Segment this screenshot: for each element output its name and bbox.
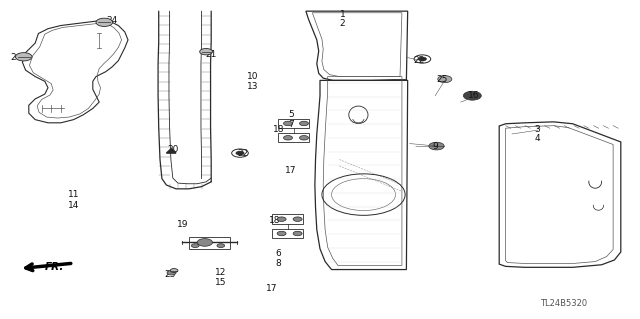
Circle shape: [217, 244, 225, 248]
Text: 11: 11: [68, 190, 79, 199]
Text: 19: 19: [177, 220, 188, 229]
Text: 8: 8: [276, 259, 281, 268]
Circle shape: [284, 121, 292, 126]
Circle shape: [191, 244, 199, 248]
Text: 17: 17: [266, 284, 278, 293]
Text: 5: 5: [289, 110, 294, 119]
Text: 18: 18: [269, 216, 281, 225]
Text: 3: 3: [535, 125, 540, 134]
Text: 22: 22: [413, 56, 425, 65]
Circle shape: [277, 231, 286, 236]
Text: 16: 16: [468, 91, 479, 100]
Circle shape: [284, 136, 292, 140]
Text: 23: 23: [164, 270, 175, 279]
Circle shape: [170, 269, 178, 272]
Circle shape: [429, 142, 444, 150]
Polygon shape: [166, 148, 176, 153]
Circle shape: [96, 18, 113, 26]
Text: 2: 2: [340, 19, 345, 28]
Text: 21: 21: [205, 50, 217, 59]
Circle shape: [438, 76, 452, 83]
Text: 12: 12: [215, 268, 227, 277]
Circle shape: [300, 136, 308, 140]
Text: 4: 4: [535, 134, 540, 143]
Text: 24: 24: [106, 16, 118, 25]
Text: 18: 18: [273, 125, 284, 134]
Circle shape: [293, 231, 302, 236]
Circle shape: [300, 121, 308, 126]
Text: 1: 1: [340, 10, 345, 19]
Text: TL24B5320: TL24B5320: [540, 299, 587, 308]
Text: 24: 24: [10, 53, 22, 62]
Circle shape: [15, 53, 32, 61]
Circle shape: [197, 239, 212, 246]
Circle shape: [200, 48, 212, 55]
Text: 25: 25: [436, 75, 447, 84]
Text: 14: 14: [68, 201, 79, 210]
Text: 20: 20: [167, 145, 179, 154]
Text: 13: 13: [247, 82, 259, 91]
Circle shape: [167, 271, 176, 275]
Text: 10: 10: [247, 72, 259, 81]
Text: 17: 17: [285, 166, 297, 175]
Text: 6: 6: [276, 249, 281, 258]
Text: 7: 7: [289, 120, 294, 129]
Circle shape: [419, 57, 427, 61]
Text: 22: 22: [237, 149, 249, 158]
Circle shape: [236, 151, 244, 155]
Circle shape: [293, 217, 302, 221]
Circle shape: [463, 91, 481, 100]
Circle shape: [277, 217, 286, 221]
Text: 9: 9: [433, 142, 438, 151]
Text: 15: 15: [215, 278, 227, 287]
Text: FR.: FR.: [45, 262, 64, 272]
